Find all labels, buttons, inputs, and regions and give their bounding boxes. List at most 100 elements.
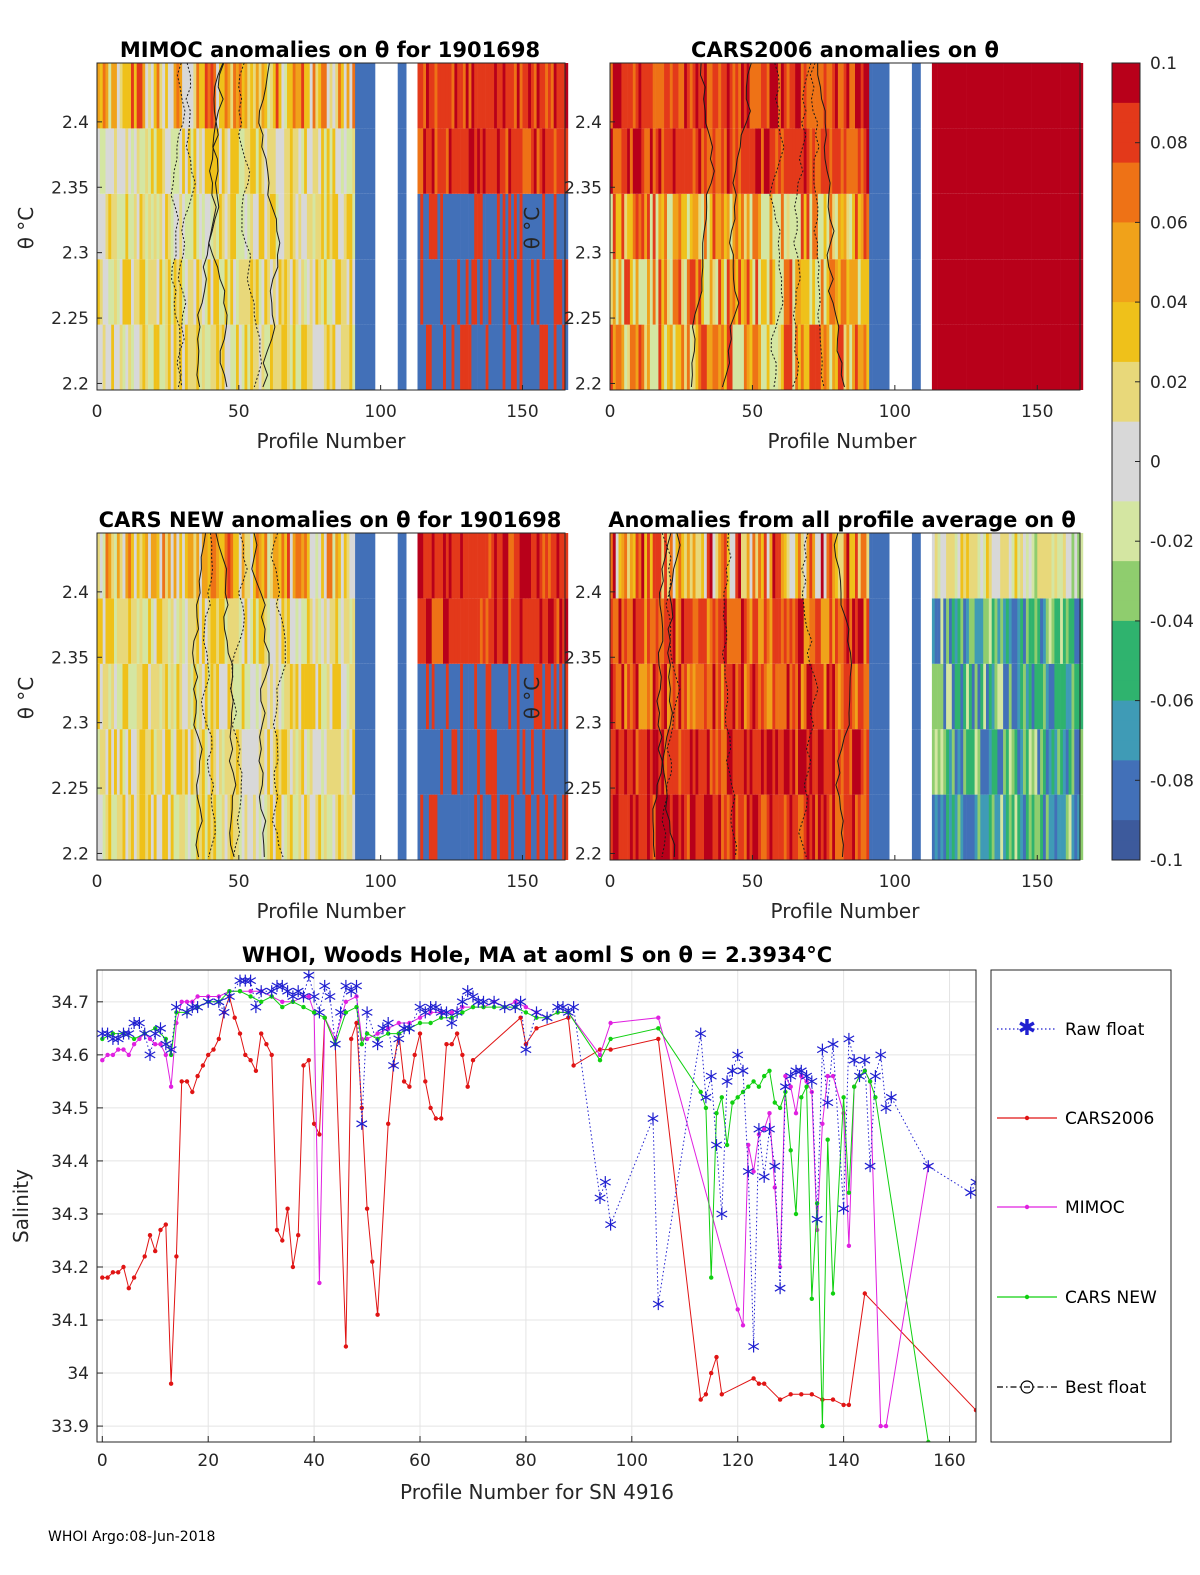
heatmap-cell [448, 259, 452, 325]
heatmap-cell [618, 324, 622, 390]
heatmap-cell [448, 324, 452, 390]
heatmap-cell [559, 533, 563, 599]
heatmap-cell [443, 63, 447, 129]
y-tick-label: 34.3 [51, 1205, 89, 1225]
colorbar-step [1112, 620, 1140, 642]
heatmap-cell [937, 63, 941, 129]
heatmap-cell [111, 729, 115, 795]
heatmap-cell [798, 598, 802, 664]
heatmap-cell [114, 259, 118, 325]
heatmap-cell [255, 794, 259, 860]
heatmap-cell [1071, 259, 1075, 325]
x-tick-label: 20 [197, 1451, 219, 1471]
heatmap-cell [542, 663, 546, 730]
data-point-raw-float [605, 1218, 617, 1231]
heatmap-cell [553, 193, 557, 260]
data-point-cars2006 [206, 1052, 211, 1058]
heatmap-cell [632, 794, 636, 860]
heatmap-cell [826, 533, 830, 599]
heatmap-cell [960, 63, 964, 129]
heatmap-cell [502, 193, 506, 260]
heatmap-cell [321, 193, 325, 260]
heatmap-cell [513, 533, 518, 599]
heatmap-cell [204, 794, 208, 860]
heatmap-cell [270, 324, 274, 390]
heatmap-cell [267, 663, 271, 730]
heatmap-cell [946, 128, 950, 194]
heatmap-cell [988, 128, 992, 194]
heatmap-cell [465, 663, 469, 730]
heatmap-cell [304, 324, 308, 390]
data-point-raw-float [160, 1038, 172, 1051]
heatmap-cell [244, 794, 248, 860]
heatmap-cell [312, 598, 316, 664]
heatmap-cell [428, 794, 433, 860]
heatmap-cell [516, 193, 520, 260]
heatmap-cell [1017, 324, 1021, 390]
heatmap-cell [397, 324, 401, 390]
heatmap-cell [219, 63, 223, 129]
heatmap-cell [150, 729, 155, 795]
heatmap-cell [471, 663, 475, 730]
colorbar-step [1112, 680, 1140, 702]
heatmap-cell [1048, 533, 1052, 599]
data-point-raw-float [695, 1027, 707, 1040]
heatmap-cell [803, 324, 807, 390]
x-tick-label: 50 [742, 872, 764, 892]
heatmap-cell [250, 259, 254, 325]
asterisk-stroke [811, 1215, 823, 1223]
colorbar-step [1112, 840, 1140, 861]
heatmap-cell [803, 794, 807, 860]
data-point-mimoc [820, 1121, 825, 1127]
data-point-cars2006 [846, 1402, 852, 1408]
heatmap-cell [431, 663, 435, 730]
heatmap-cell [610, 598, 614, 664]
heatmap-cell [937, 259, 941, 325]
heatmap-cell [840, 598, 844, 664]
heatmap-cell [491, 794, 495, 860]
heatmap-cell [536, 598, 540, 664]
heatmap-cell [431, 533, 435, 599]
heatmap-cell [1034, 794, 1038, 860]
heatmap-cell [312, 63, 316, 129]
asterisk-stroke [864, 1162, 876, 1170]
heatmap-cell [133, 794, 138, 860]
heatmap-cell [761, 324, 765, 390]
heatmap-cell [482, 324, 486, 390]
heatmap-cell [448, 533, 452, 599]
heatmap-cell [698, 794, 702, 860]
heatmap-cell [545, 324, 549, 390]
heatmap-cell [778, 193, 782, 260]
heatmap-cell [655, 533, 659, 599]
heatmap-cell [114, 193, 118, 260]
colorbar-step [1112, 720, 1140, 741]
heatmap-cell [539, 729, 543, 795]
heatmap-cell [1062, 128, 1067, 194]
heatmap-cell [502, 324, 506, 390]
heatmap-cell [772, 729, 776, 795]
contour-line [798, 532, 819, 858]
heatmap-cell [363, 663, 367, 730]
heatmap-cell [136, 324, 140, 390]
heatmap-cell [443, 794, 447, 860]
heatmap-cell [798, 324, 802, 390]
asterisk-stroke [785, 1072, 797, 1080]
heatmap-cell [488, 533, 492, 599]
colorbar: 0.10.080.060.040.020-0.02-0.04-0.06-0.08… [1111, 54, 1194, 871]
panel-4-title: Anomalies from all profile average on θ [608, 508, 1076, 532]
data-point-mimoc [608, 1020, 613, 1026]
heatmap-cell [960, 128, 964, 194]
heatmap-cell [264, 533, 268, 599]
heatmap-cell [1080, 193, 1084, 260]
heatmap-cell [445, 729, 450, 795]
heatmap-cell [698, 193, 702, 260]
contour-line [200, 532, 216, 858]
contour-line [215, 532, 237, 858]
asterisk-stroke [467, 992, 479, 1001]
heatmap-cell [621, 193, 625, 260]
heatmap-cell [315, 598, 319, 664]
panel-1-xlabel: Profile Number [257, 429, 407, 453]
data-point-cars2006 [264, 1042, 269, 1047]
heatmap-cell [176, 663, 180, 730]
heatmap-cell [803, 128, 807, 194]
